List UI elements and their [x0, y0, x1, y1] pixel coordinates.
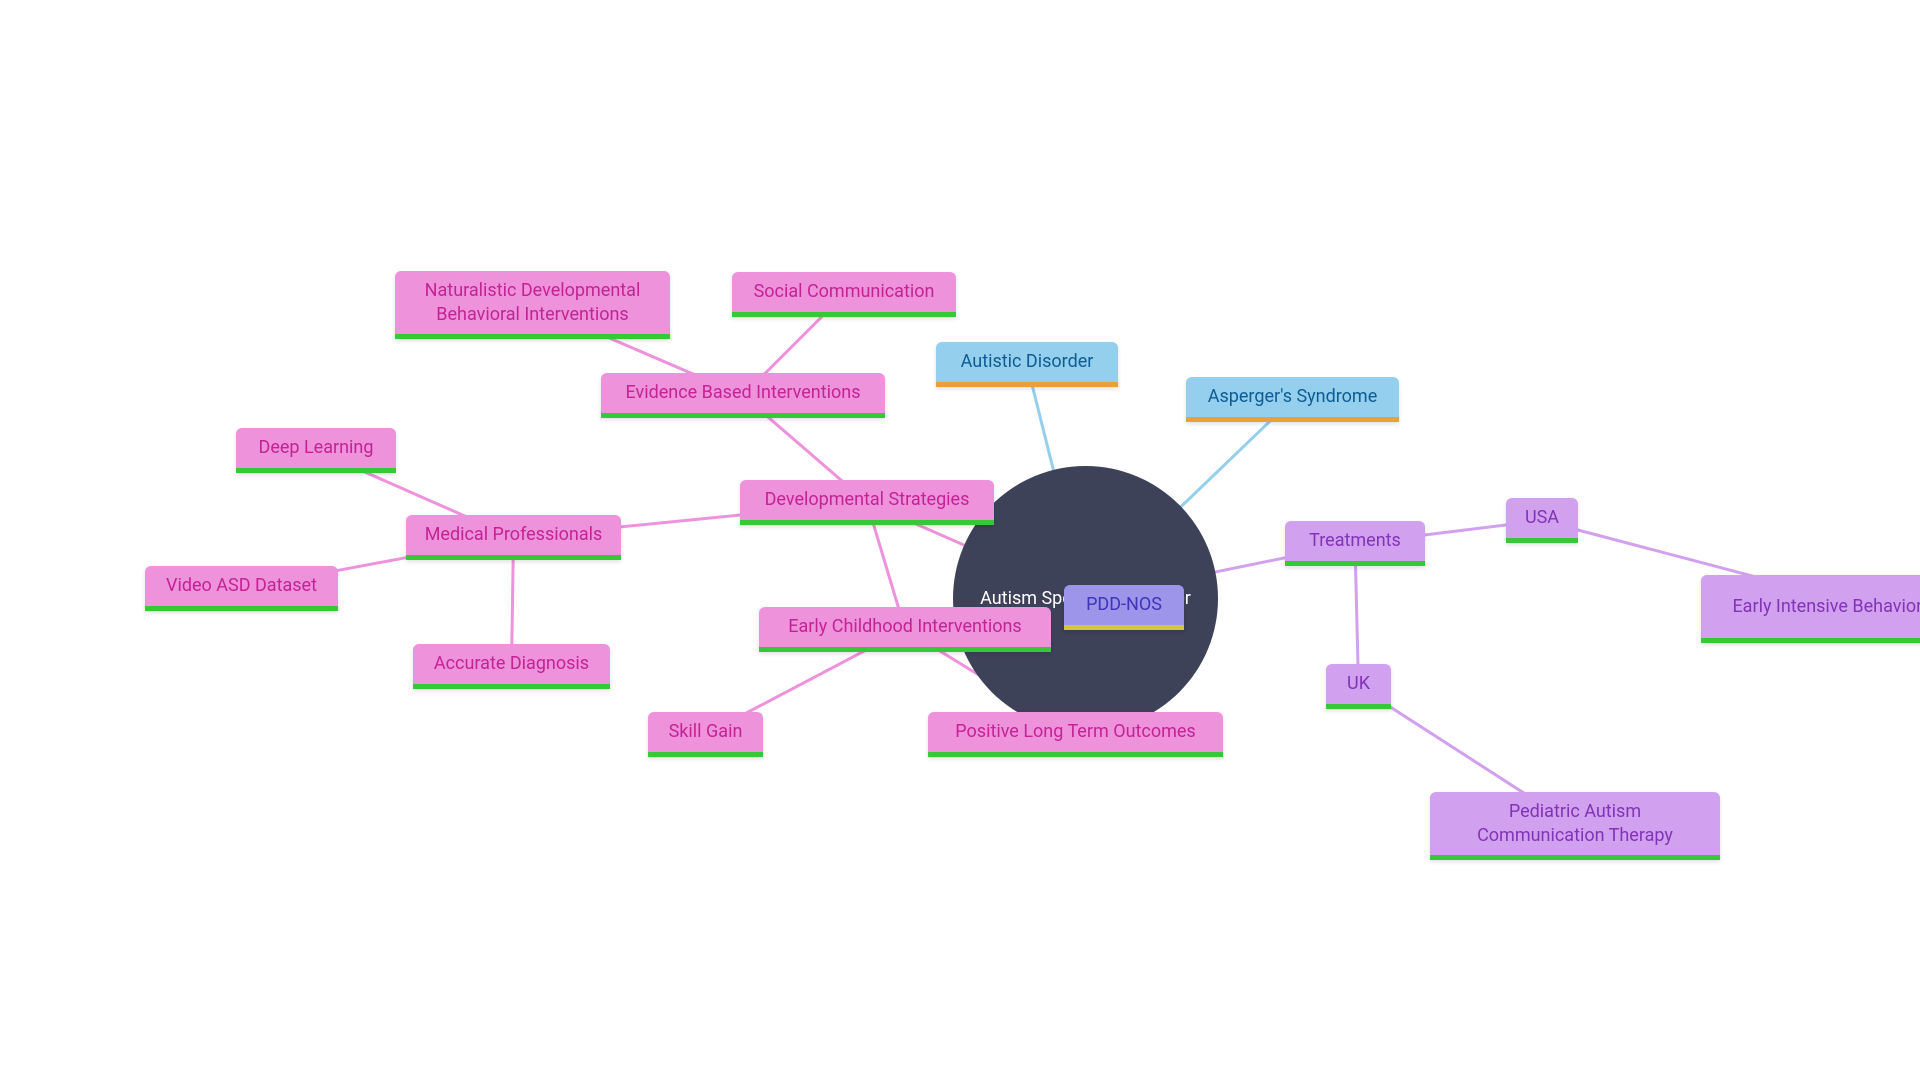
node-label: Early Childhood Interventions: [788, 615, 1021, 638]
node-autistic-disorder: Autistic Disorder: [936, 342, 1118, 387]
node-diagnosis: Accurate Diagnosis: [413, 644, 610, 689]
node-positive-lto: Positive Long Term Outcomes: [928, 712, 1223, 757]
node-evidence: Evidence Based Interventions: [601, 373, 885, 418]
node-treatments: Treatments: [1285, 521, 1425, 566]
node-label: Deep Learning: [259, 436, 374, 459]
node-label: UK: [1347, 672, 1370, 695]
node-deep-learning: Deep Learning: [236, 428, 396, 473]
node-label: Skill Gain: [669, 720, 743, 743]
node-pdd-nos: PDD-NOS: [1064, 585, 1184, 630]
node-label: Early Intensive Behavioral Treatment: [1732, 595, 1920, 618]
node-ndbi: Naturalistic Developmental Behavioral In…: [395, 271, 670, 339]
node-label: USA: [1525, 506, 1559, 529]
node-eci: Early Childhood Interventions: [759, 607, 1051, 652]
node-skill-gain: Skill Gain: [648, 712, 763, 757]
node-label: Developmental Strategies: [765, 488, 970, 511]
node-label: Treatments: [1309, 529, 1401, 552]
mindmap-diagram: Autism Spectrum DisorderAutistic Disorde…: [0, 0, 1920, 1080]
node-video-asd: Video ASD Dataset: [145, 566, 338, 611]
node-label: Positive Long Term Outcomes: [955, 720, 1195, 743]
node-usa: USA: [1506, 498, 1578, 543]
node-label: Accurate Diagnosis: [434, 652, 589, 675]
node-pact: Pediatric Autism Communication Therapy: [1430, 792, 1720, 860]
node-label: Social Communication: [754, 280, 935, 303]
node-label: Autistic Disorder: [961, 350, 1094, 373]
node-social-comm: Social Communication: [732, 272, 956, 317]
node-dev-strategies: Developmental Strategies: [740, 480, 994, 525]
node-label: Asperger's Syndrome: [1208, 385, 1378, 408]
node-uk: UK: [1326, 664, 1391, 709]
node-label: Naturalistic Developmental Behavioral In…: [411, 279, 654, 326]
edges-layer: [0, 0, 1920, 1080]
node-label: PDD-NOS: [1086, 593, 1162, 616]
node-label: Medical Professionals: [425, 523, 603, 546]
node-med-prof: Medical Professionals: [406, 515, 621, 560]
node-eibt: Early Intensive Behavioral Treatment: [1701, 575, 1920, 643]
node-label: Evidence Based Interventions: [625, 381, 860, 404]
node-label: Video ASD Dataset: [166, 574, 317, 597]
node-asperger: Asperger's Syndrome: [1186, 377, 1399, 422]
node-label: Pediatric Autism Communication Therapy: [1446, 800, 1704, 847]
